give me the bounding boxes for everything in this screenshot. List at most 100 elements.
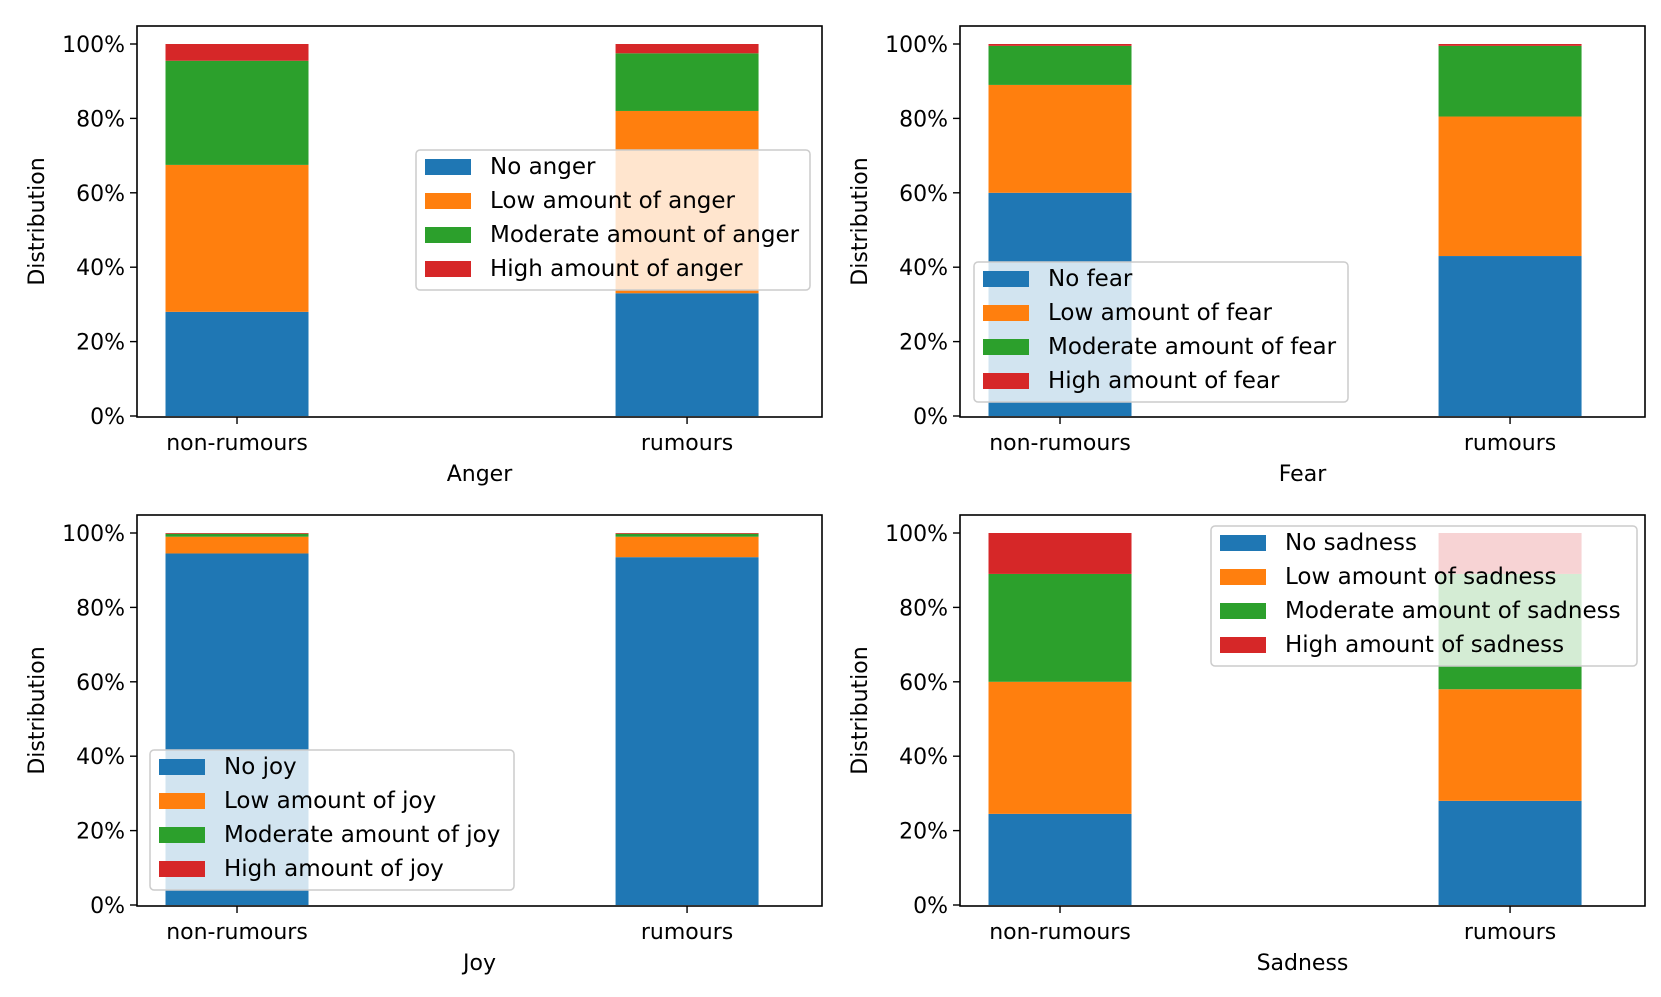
bar-non-rumours-no-sadness	[988, 813, 1132, 905]
bar-rumours-no-fear	[1438, 256, 1582, 416]
bar-rumours-high-amount-of-anger	[615, 44, 759, 54]
legend-entry: High amount of anger	[490, 256, 743, 282]
legend: No joy Low amount of joy Moderate amount o…	[149, 749, 515, 891]
legend-swatch	[1220, 569, 1266, 585]
y-tick-label: 100%	[885, 522, 948, 547]
x-tick-label: rumours	[1464, 431, 1556, 456]
y-tick-label: 0%	[90, 894, 125, 919]
legend-entry: High amount of fear	[1048, 368, 1280, 394]
legend: No sadness Low amount of sadness Moderate …	[1210, 525, 1638, 667]
bar-non-rumours-low-amount-of-fear	[988, 84, 1132, 193]
bar-non-rumours-high-amount-of-sadness	[988, 533, 1132, 574]
legend-swatch	[983, 373, 1029, 389]
legend-swatch	[1220, 603, 1266, 619]
y-tick-label: 60%	[76, 182, 125, 207]
legend-entry: No joy	[224, 754, 297, 780]
y-tick-label: 40%	[899, 256, 948, 281]
y-axis-label: Distribution	[848, 646, 873, 774]
chart-panel-joy: 0% 20% 40% 60% 80% 100% non-rumours rumours Joy D…	[25, 514, 823, 976]
y-tick-label: 0%	[913, 894, 948, 919]
x-axis-label: Anger	[447, 462, 513, 487]
axes-frame	[959, 25, 1646, 418]
y-tick-label: 40%	[76, 745, 125, 770]
y-tick-label: 80%	[76, 107, 125, 132]
legend-entry: Moderate amount of sadness	[1285, 598, 1621, 624]
legend: No anger Low amount of anger Moderate amou…	[415, 149, 811, 291]
y-axis-label: Distribution	[25, 646, 50, 774]
chart-panel-anger: 0% 20% 40% 60% 80% 100% non-rumours rumours Ange…	[25, 25, 823, 487]
y-tick-label: 20%	[76, 331, 125, 356]
legend-swatch	[983, 339, 1029, 355]
legend-swatch	[425, 261, 471, 277]
y-axis-label: Distribution	[848, 157, 873, 285]
legend: No fear Low amount of fear Moderate amount…	[973, 261, 1349, 403]
y-tick-label: 60%	[76, 671, 125, 696]
y-tick-label: 80%	[76, 596, 125, 621]
legend-entry: Low amount of fear	[1048, 300, 1272, 326]
y-tick-label: 80%	[899, 107, 948, 132]
x-tick-label: non-rumours	[989, 431, 1131, 456]
y-tick-label: 100%	[62, 33, 125, 58]
bar-rumours-moderate-amount-of-fear	[1438, 45, 1582, 117]
bar-non-rumours-low-amount-of-anger	[165, 164, 309, 312]
y-tick-label: 100%	[885, 33, 948, 58]
y-axis-label: Distribution	[25, 157, 50, 285]
legend-swatch	[425, 193, 471, 209]
y-tick-label: 100%	[62, 522, 125, 547]
bar-non-rumours-high-amount-of-anger	[165, 44, 309, 61]
x-tick-label: rumours	[641, 920, 733, 945]
legend-swatch	[1220, 535, 1266, 551]
legend-box	[973, 261, 1349, 403]
x-tick-label: non-rumours	[166, 920, 308, 945]
axes-frame	[136, 25, 823, 418]
legend-entry: Low amount of sadness	[1285, 564, 1557, 590]
axes-frame	[136, 514, 823, 907]
bar-rumours-no-joy	[615, 557, 759, 905]
legend-swatch	[159, 827, 205, 843]
bar-rumours-low-amount-of-sadness	[1438, 689, 1582, 801]
legend-entry: Moderate amount of anger	[490, 222, 800, 248]
y-tick-label: 0%	[90, 405, 125, 430]
legend-box	[149, 749, 515, 891]
legend-entry: Moderate amount of joy	[224, 822, 500, 848]
axes-frame	[959, 514, 1646, 907]
y-tick-label: 20%	[76, 820, 125, 845]
legend-entry: No sadness	[1285, 530, 1417, 556]
legend-box	[415, 149, 811, 291]
x-tick-label: rumours	[1464, 920, 1556, 945]
x-axis-label: Sadness	[1257, 951, 1349, 976]
y-tick-label: 40%	[899, 745, 948, 770]
legend-entry: Low amount of anger	[490, 188, 736, 214]
bar-rumours-high-amount-of-fear	[1438, 44, 1582, 46]
legend-swatch	[425, 159, 471, 175]
y-tick-label: 20%	[899, 820, 948, 845]
bar-non-rumours-moderate-amount-of-sadness	[988, 573, 1132, 682]
chart-panel-sadness: 0% 20% 40% 60% 80% 100% non-rumours rumours Sadn…	[848, 514, 1646, 976]
legend-entry: High amount of joy	[224, 856, 444, 882]
legend-swatch	[159, 793, 205, 809]
bar-rumours-moderate-amount-of-anger	[615, 53, 759, 111]
legend-entry: High amount of sadness	[1285, 632, 1564, 658]
x-axis-label: Joy	[461, 951, 496, 976]
legend-box	[1210, 525, 1638, 667]
bar-rumours-moderate-amount-of-joy	[615, 533, 759, 537]
legend-entry: Moderate amount of fear	[1048, 334, 1337, 360]
legend-swatch	[425, 227, 471, 243]
bar-non-rumours-moderate-amount-of-joy	[165, 533, 309, 537]
legend-swatch	[983, 305, 1029, 321]
bar-non-rumours-no-anger	[165, 311, 309, 416]
y-tick-label: 40%	[76, 256, 125, 281]
bar-non-rumours-moderate-amount-of-anger	[165, 60, 309, 165]
y-tick-label: 60%	[899, 671, 948, 696]
legend-swatch	[159, 759, 205, 775]
bar-rumours-no-anger	[615, 293, 759, 416]
bar-non-rumours-low-amount-of-sadness	[988, 681, 1132, 814]
bar-non-rumours-moderate-amount-of-fear	[988, 45, 1132, 85]
bar-non-rumours-high-amount-of-joy	[165, 533, 309, 534]
legend-swatch	[983, 271, 1029, 287]
x-tick-label: non-rumours	[989, 920, 1131, 945]
legend-entry: Low amount of joy	[224, 788, 436, 814]
x-axis-label: Fear	[1279, 462, 1327, 487]
legend-entry: No anger	[490, 154, 596, 180]
